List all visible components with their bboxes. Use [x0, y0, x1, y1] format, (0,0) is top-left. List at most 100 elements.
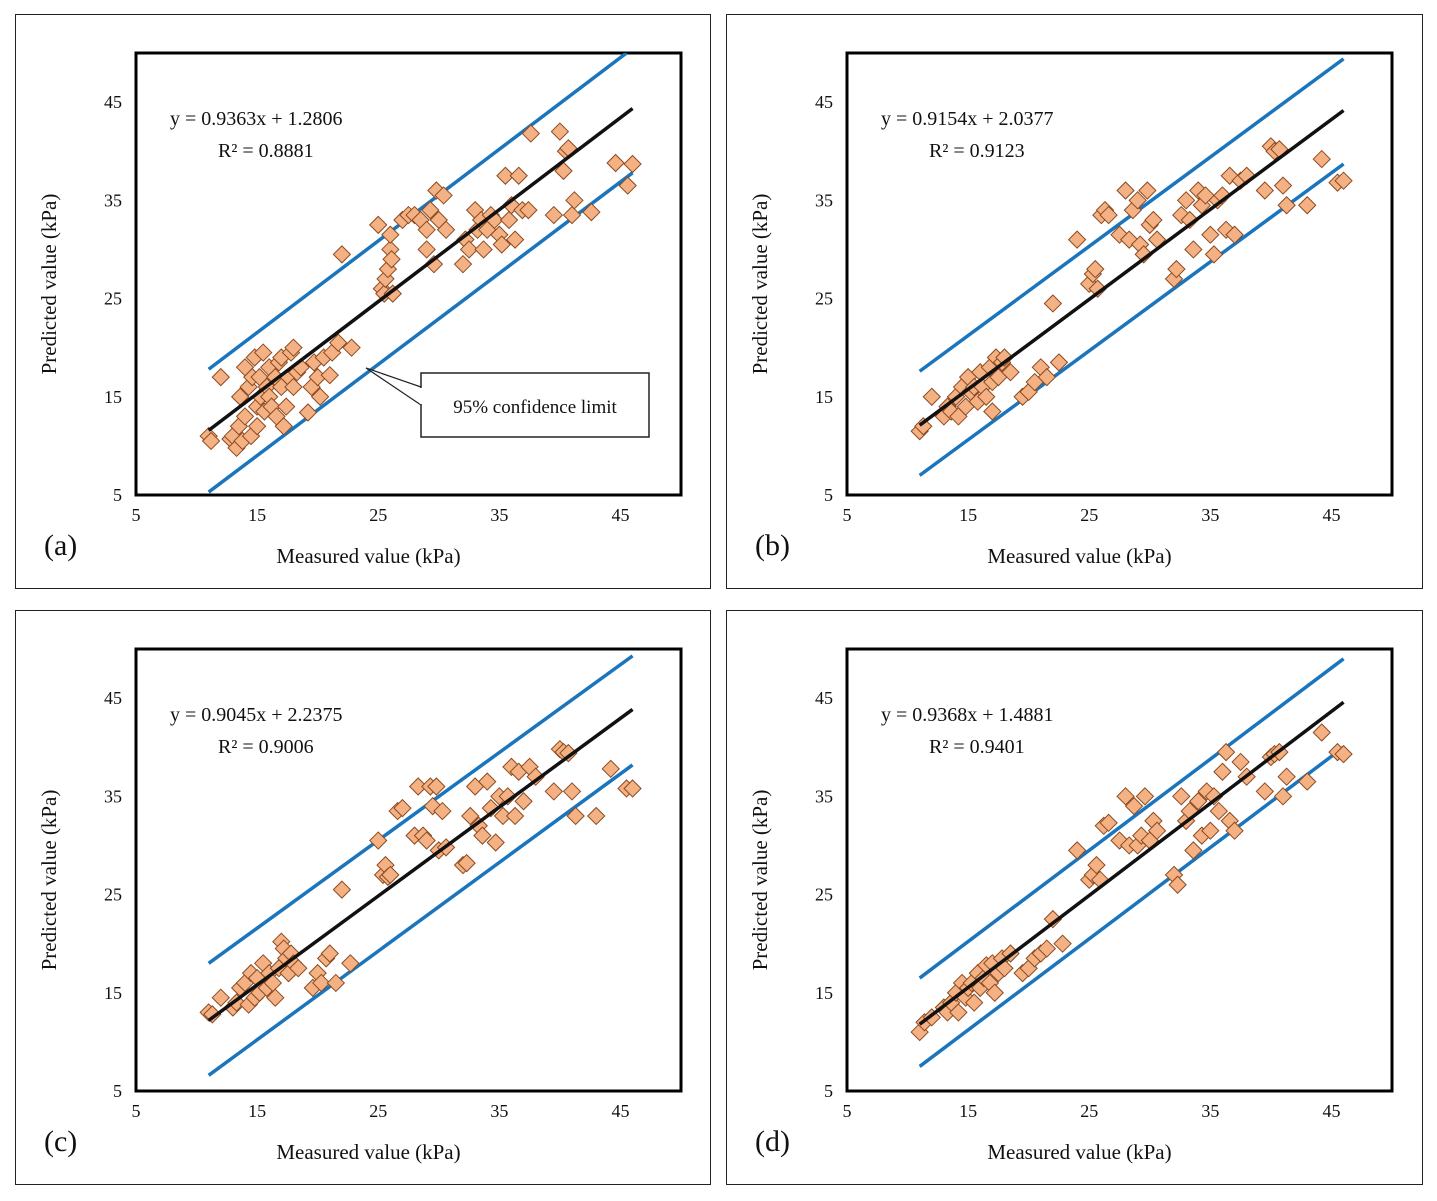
y-tick-label: 25	[815, 885, 833, 905]
data-point	[320, 365, 339, 385]
data-point	[486, 833, 505, 852]
data-point	[310, 387, 330, 406]
data-point	[1277, 196, 1296, 215]
y-axis-label: Predicted value (kPa)	[748, 194, 772, 375]
data-point	[496, 166, 515, 185]
data-point	[1216, 742, 1236, 762]
lower-confidence-line	[918, 745, 1345, 1068]
plot-area	[199, 654, 642, 1077]
data-point	[1334, 171, 1353, 190]
plot-area	[910, 657, 1353, 1068]
data-point	[1067, 841, 1087, 860]
data-point	[312, 973, 331, 993]
data-point	[983, 402, 1002, 421]
x-axis-label: Measured value (kPa)	[276, 544, 460, 568]
y-tick-label: 35	[815, 786, 833, 806]
data-point	[417, 220, 436, 240]
data-point	[329, 333, 348, 352]
y-tick-label: 5	[824, 1081, 833, 1101]
data-point	[421, 200, 440, 220]
x-axis-label: Measured value (kPa)	[987, 544, 1171, 568]
data-point	[1213, 762, 1232, 781]
data-point	[526, 767, 545, 786]
x-tick-label: 5	[132, 505, 141, 525]
data-point	[1049, 353, 1069, 372]
data-point	[519, 200, 538, 220]
x-tick-label: 25	[369, 1101, 387, 1121]
data-point	[606, 153, 625, 173]
regression-line	[918, 109, 1345, 427]
data-point	[1172, 787, 1191, 806]
data-point	[1116, 181, 1135, 200]
y-tick-label: 35	[104, 786, 122, 806]
data-point	[1180, 210, 1199, 230]
data-point	[341, 954, 360, 973]
data-point	[1144, 210, 1163, 230]
regression-equation: y = 0.9154x + 2.0377	[881, 108, 1054, 130]
regression-equation: y = 0.9363x + 1.2806	[170, 108, 343, 130]
data-point	[582, 202, 601, 222]
data-point	[276, 397, 296, 416]
panel-c: 5 15 25 35 45 5 15 25 35 45 Measured value (kPa) Pr…	[15, 610, 711, 1185]
data-point	[201, 431, 221, 451]
data-point	[1134, 245, 1153, 264]
chart-d-svg: 5 15 25 35 45 5 15 25 35 45 Measured value (kPa) Pr…	[748, 647, 1394, 1164]
data-point	[1312, 723, 1331, 742]
data-point	[521, 124, 541, 143]
x-tick-label: 25	[1080, 505, 1098, 525]
data-point	[474, 240, 493, 259]
data-point	[1001, 363, 1020, 382]
x-tick-label: 35	[1201, 1101, 1219, 1121]
data-point	[1255, 782, 1275, 801]
data-point	[382, 250, 401, 269]
data-point	[565, 191, 584, 210]
data-point	[1099, 205, 1118, 225]
data-point	[1213, 186, 1232, 205]
data-point	[381, 865, 400, 885]
y-tick-label: 45	[815, 92, 833, 112]
data-point	[326, 973, 346, 993]
regression-equation: y = 0.9368x + 1.4881	[881, 704, 1054, 726]
data-point	[461, 806, 480, 826]
data-point	[505, 230, 525, 249]
data-point	[601, 759, 620, 779]
chart-b-svg: 5 15 25 35 45 5 15 25 35 45 Measured value (kPa) Pr…	[748, 51, 1394, 568]
regression-line	[918, 700, 1345, 1026]
data-point	[544, 782, 564, 801]
data-point	[1201, 225, 1220, 244]
y-tick-label: 15	[104, 983, 122, 1003]
data-point	[332, 880, 352, 899]
regression-line	[207, 708, 634, 1022]
r-squared: R² = 0.9123	[929, 140, 1025, 162]
y-tick-label: 5	[824, 485, 833, 505]
data-point	[1086, 259, 1105, 279]
data-point	[1053, 934, 1072, 953]
data-point	[1273, 176, 1293, 195]
data-point	[211, 988, 230, 1007]
y-axis-label: Predicted value (kPa)	[37, 790, 61, 971]
data-point	[623, 154, 642, 174]
r-squared: R² = 0.9006	[218, 736, 314, 758]
data-point	[977, 387, 996, 406]
data-point	[1116, 787, 1135, 806]
y-axis-label: Predicted value (kPa)	[37, 194, 61, 375]
data-point	[1176, 191, 1196, 210]
data-point	[1189, 792, 1208, 811]
callout-box	[420, 372, 650, 438]
data-point	[1043, 294, 1063, 313]
data-point	[554, 161, 573, 181]
data-point	[284, 377, 303, 397]
panel-a: 5 15 25 35 45 5 15 25 35 45 Measured value (kPa) Pr…	[15, 14, 711, 589]
x-tick-label: 25	[1080, 1101, 1098, 1121]
data-point	[1277, 767, 1296, 786]
data-point	[1298, 196, 1317, 215]
data-point	[381, 225, 400, 244]
data-point	[499, 210, 519, 230]
data-point	[562, 782, 582, 801]
x-axis-label: Measured value (kPa)	[987, 1140, 1171, 1164]
data-point	[1184, 841, 1203, 860]
data-point	[1037, 367, 1057, 387]
data-point	[473, 826, 492, 845]
plot-frame	[134, 647, 683, 1093]
x-tick-label: 45	[611, 505, 629, 525]
